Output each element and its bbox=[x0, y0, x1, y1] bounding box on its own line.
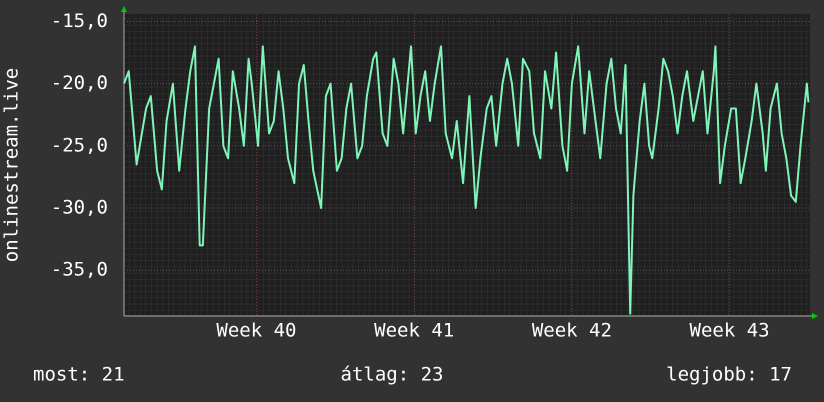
x-tick-label: Week 43 bbox=[690, 320, 770, 342]
y-axis-label: onlinestream.live bbox=[1, 68, 23, 262]
footer-stat: legjobb: 17 bbox=[666, 364, 792, 386]
plot-area bbox=[124, 14, 810, 315]
footer-stat: most: 21 bbox=[33, 364, 125, 386]
x-tick-label: Week 41 bbox=[374, 320, 454, 342]
footer-stat: átlag: 23 bbox=[341, 364, 444, 386]
axis-arrow bbox=[812, 313, 818, 319]
x-tick-label: Week 40 bbox=[216, 320, 296, 342]
data-line bbox=[123, 45, 810, 315]
y-tick-label: -25,0 bbox=[51, 134, 108, 156]
x-tick-label: Week 42 bbox=[532, 320, 612, 342]
y-tick-label: -15,0 bbox=[51, 10, 108, 32]
y-tick-label: -20,0 bbox=[51, 72, 108, 94]
y-tick-label: -35,0 bbox=[51, 259, 108, 281]
axis-arrow bbox=[121, 6, 127, 12]
y-tick-label: -30,0 bbox=[51, 197, 108, 219]
